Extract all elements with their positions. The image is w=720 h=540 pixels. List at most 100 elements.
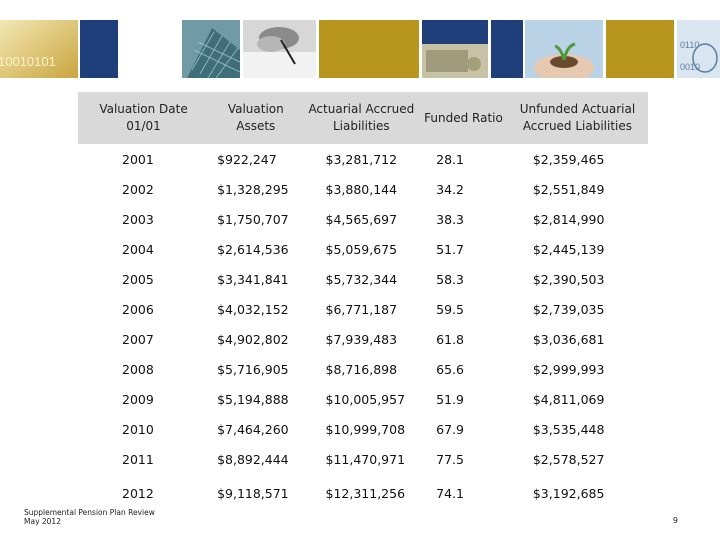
money-image	[422, 20, 488, 78]
table-row: 2001 $922,247 $3,281,712 28.1 $2,359,465	[78, 144, 648, 174]
year-cell: 2009	[122, 391, 154, 407]
header-line: Accrued Liabilities	[522, 119, 633, 133]
table-row: 2010 $7,464,260 $10,999,708 67.9 $3,535,448	[78, 414, 648, 444]
navy-block	[80, 20, 118, 78]
unfunded-cell: $4,811,069	[532, 391, 605, 407]
year-cell: 2002	[122, 181, 154, 197]
assets-cell: $5,194,888	[217, 391, 289, 407]
header-valuation-date: Valuation Date 01/01	[78, 92, 209, 144]
liabilities-cell: $5,059,675	[325, 241, 398, 257]
unfunded-cell: $2,390,503	[532, 271, 605, 287]
year-cell: 2004	[122, 241, 154, 257]
header-unfunded-liabilities: Unfunded Actuarial Accrued Liabilities	[507, 92, 648, 144]
liabilities-cell: $8,716,898	[325, 361, 398, 377]
table-row: 2003 $1,750,707 $4,565,697 38.3 $2,814,990	[78, 204, 648, 234]
header-line: 01/01	[126, 119, 161, 133]
year-cell: 2011	[122, 451, 154, 467]
funded-ratio-cell: 77.5	[436, 451, 464, 467]
funded-ratio-cell: 38.3	[436, 211, 464, 227]
unfunded-cell: $2,814,990	[532, 211, 605, 227]
funded-ratio-cell: 61.8	[436, 331, 464, 347]
header-valuation-assets: Valuation Assets	[209, 92, 302, 144]
year-cell: 2007	[122, 331, 154, 347]
liabilities-cell: $7,939,483	[325, 331, 398, 347]
liabilities-cell: $10,005,957	[325, 391, 406, 407]
navy-block	[491, 20, 523, 78]
svg-text:0010: 0010	[680, 62, 700, 72]
footer-text: Supplemental Pension Plan Review May 201…	[24, 508, 155, 526]
binary-code-image: 10010101	[0, 20, 78, 78]
header-line: Valuation	[227, 102, 284, 116]
funded-ratio-cell: 51.9	[436, 391, 464, 407]
table-row: 2011 $8,892,444 $11,470,971 77.5 $2,578,527	[78, 444, 648, 474]
assets-cell: $1,750,707	[217, 211, 289, 227]
header-line: Assets	[236, 119, 276, 133]
liabilities-cell: $3,880,144	[325, 181, 398, 197]
binary-text: 10010101	[0, 54, 56, 69]
svg-text:0110: 0110	[680, 40, 699, 50]
header-actuarial-liabilities: Actuarial Accrued Liabilities	[303, 92, 421, 144]
table-row: 2012 $9,118,571 $12,311,256 74.1 $3,192,685	[78, 474, 648, 512]
year-cell: 2006	[122, 301, 154, 317]
table-row: 2008 $5,716,905 $8,716,898 65.6 $2,999,993	[78, 354, 648, 384]
year-cell: 2012	[122, 485, 154, 501]
year-cell: 2010	[122, 421, 154, 437]
assets-cell: $8,892,444	[217, 451, 289, 467]
gold-block	[319, 20, 419, 78]
unfunded-cell: $3,192,685	[532, 485, 605, 501]
assets-cell: $4,902,802	[217, 331, 289, 347]
unfunded-cell: $2,578,527	[532, 451, 605, 467]
assets-cell: $7,464,260	[217, 421, 289, 437]
year-cell: 2001	[122, 151, 154, 167]
unfunded-cell: $3,535,448	[532, 421, 605, 437]
table-row: 2002 $1,328,295 $3,880,144 34.2 $2,551,849	[78, 174, 648, 204]
unfunded-cell: $2,551,849	[532, 181, 605, 197]
funded-ratio-cell: 28.1	[436, 151, 464, 167]
assets-cell: $3,341,841	[217, 271, 289, 287]
table-header-row: Valuation Date 01/01 Valuation Assets Ac…	[78, 92, 648, 144]
header-funded-ratio: Funded Ratio	[420, 92, 507, 144]
page-number: 9	[672, 516, 678, 525]
unfunded-cell: $2,445,139	[532, 241, 605, 257]
hands-seedling-image	[525, 20, 603, 78]
table-row: 2009 $5,194,888 $10,005,957 51.9 $4,811,069	[78, 384, 648, 414]
assets-cell: $2,614,536	[217, 241, 289, 257]
liabilities-cell: $11,470,971	[325, 451, 406, 467]
footer-title: Supplemental Pension Plan Review	[24, 508, 155, 517]
unfunded-cell: $2,999,993	[532, 361, 605, 377]
liabilities-cell: $6,771,187	[325, 301, 398, 317]
funded-ratio-cell: 65.6	[436, 361, 464, 377]
unfunded-cell: $2,739,035	[532, 301, 605, 317]
unfunded-cell: $2,359,465	[532, 151, 605, 167]
table-row: 2005 $3,341,841 $5,732,344 58.3 $2,390,503	[78, 264, 648, 294]
year-cell: 2008	[122, 361, 154, 377]
binary-code-image: 0110 0010	[677, 20, 720, 78]
header-line: Unfunded Actuarial	[519, 102, 636, 116]
footer-date: May 2012	[24, 517, 61, 526]
assets-cell: $922,247	[217, 151, 277, 167]
header-line: Funded Ratio	[424, 110, 503, 125]
funded-ratio-cell: 59.5	[436, 301, 464, 317]
table-row: 2004 $2,614,536 $5,059,675 51.7 $2,445,139	[78, 234, 648, 264]
liabilities-cell: $5,732,344	[325, 271, 398, 287]
funded-ratio-cell: 74.1	[436, 485, 464, 501]
funded-ratio-cell: 51.7	[436, 241, 464, 257]
assets-cell: $4,032,152	[217, 301, 289, 317]
table-body: 2001 $922,247 $3,281,712 28.1 $2,359,465 2002…	[78, 144, 648, 512]
valuation-table: Valuation Date 01/01 Valuation Assets Ac…	[78, 92, 648, 512]
assets-cell: $9,118,571	[217, 485, 289, 501]
funded-ratio-cell: 58.3	[436, 271, 464, 287]
liabilities-cell: $3,281,712	[325, 151, 398, 167]
table-row: 2007 $4,902,802 $7,939,483 61.8 $3,036,681	[78, 324, 648, 354]
table-row: 2006 $4,032,152 $6,771,187 59.5 $2,739,035	[78, 294, 648, 324]
funded-ratio-cell: 67.9	[436, 421, 464, 437]
funded-ratio-cell: 34.2	[436, 181, 464, 197]
liabilities-cell: $12,311,256	[325, 485, 406, 501]
assets-cell: $1,328,295	[217, 181, 289, 197]
assets-cell: $5,716,905	[217, 361, 289, 377]
gold-block	[606, 20, 674, 78]
liabilities-cell: $4,565,697	[325, 211, 398, 227]
liabilities-cell: $10,999,708	[325, 421, 406, 437]
header-line: Liabilities	[332, 119, 390, 133]
header-line: Actuarial Accrued	[308, 102, 415, 116]
